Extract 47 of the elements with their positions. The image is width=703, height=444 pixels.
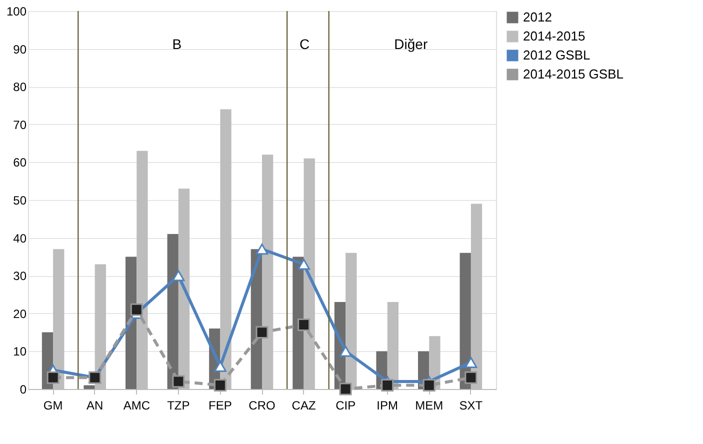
x-tick-label: CRO (248, 398, 276, 412)
point (214, 360, 226, 372)
y-tick-label: 80 (13, 80, 27, 94)
bar (84, 385, 95, 389)
y-tick-label: 0 (20, 382, 27, 396)
legend-label: 2012 (523, 10, 552, 24)
point (214, 378, 226, 392)
x-tick-label: AMC (123, 398, 150, 412)
point (298, 318, 310, 331)
y-tick-label: 20 (13, 306, 27, 321)
point (464, 357, 478, 368)
y-tick-label: 30 (13, 269, 27, 284)
legend-label: 2014-2015 (523, 28, 586, 44)
x-tick-label: FEP (208, 398, 232, 412)
x-tick-label: CAZ (292, 398, 316, 412)
y-tick-label: 10 (13, 344, 27, 359)
point (256, 326, 268, 339)
point (339, 382, 352, 396)
y-tick-label: 50 (13, 194, 27, 208)
point (130, 303, 143, 316)
annotation: Diğer (394, 36, 428, 52)
y-tick-label: 40 (13, 231, 27, 246)
point (464, 371, 478, 384)
point (46, 371, 60, 384)
x-tick-label: TZP (167, 398, 190, 412)
y-tick-label: 100 (6, 4, 27, 18)
y-tick-label: 70 (13, 118, 27, 132)
annotation: B (172, 36, 182, 52)
point (422, 378, 436, 392)
x-tick-label: CIP (336, 398, 356, 412)
point (381, 378, 394, 392)
legend-label: 2012 GSBL (523, 48, 590, 62)
x-tick-label: SXT (459, 398, 484, 412)
point (298, 258, 310, 270)
y-tick-label: 90 (13, 42, 27, 56)
point (256, 244, 268, 255)
legend-label: 2014-2015 GSBL (523, 66, 624, 82)
point (339, 346, 352, 357)
y-tick-label: 60 (13, 156, 27, 170)
point (172, 270, 185, 282)
x-tick-label: GM (43, 398, 63, 412)
point (172, 375, 185, 388)
x-tick-label: AN (86, 398, 104, 412)
bar (292, 256, 304, 389)
x-tick-label: IPM (376, 398, 398, 412)
x-tick-label: MEM (415, 398, 444, 412)
annotation: C (299, 36, 310, 52)
